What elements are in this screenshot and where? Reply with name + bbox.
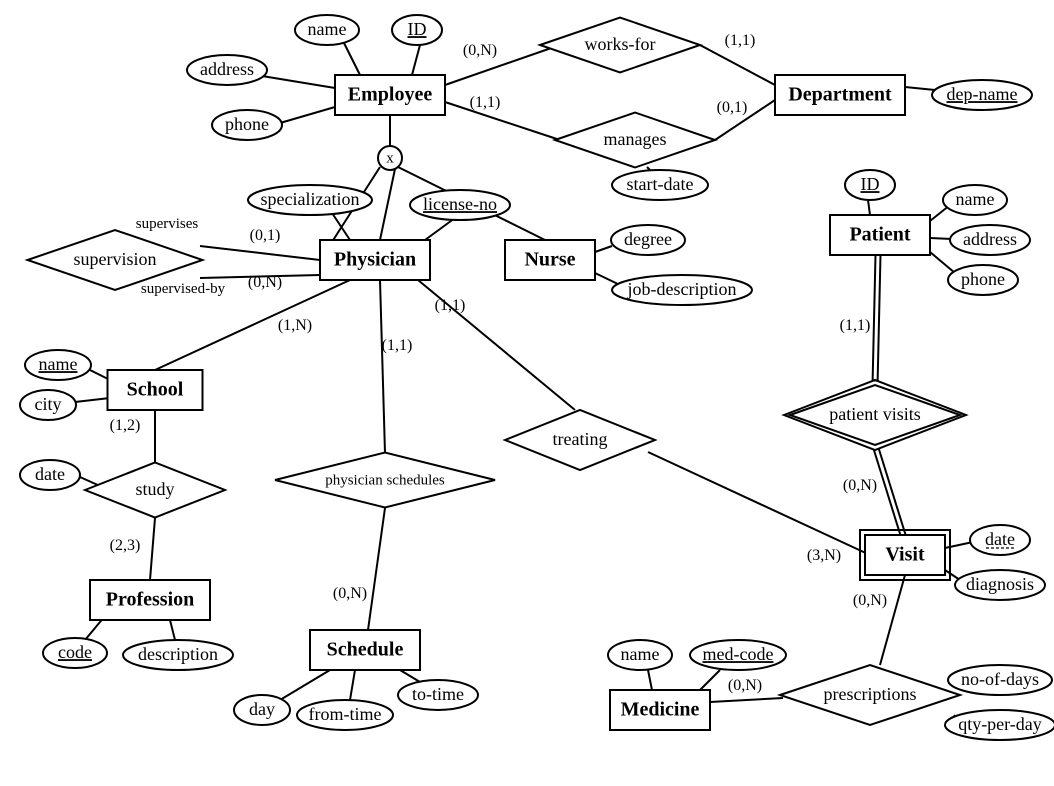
svg-text:(1,1): (1,1) <box>840 317 871 334</box>
svg-text:start-date: start-date <box>627 174 694 194</box>
svg-text:Employee: Employee <box>348 84 433 106</box>
svg-text:(0,1): (0,1) <box>250 227 281 244</box>
svg-text:Physician: Physician <box>334 249 416 271</box>
svg-text:(0,1): (0,1) <box>717 99 748 116</box>
svg-text:date: date <box>985 529 1015 549</box>
svg-text:job-description: job-description <box>627 279 737 299</box>
svg-text:supervises: supervises <box>136 216 199 232</box>
svg-text:ID: ID <box>861 174 880 194</box>
svg-text:Visit: Visit <box>885 544 925 566</box>
svg-text:code: code <box>58 642 92 662</box>
svg-text:manages: manages <box>604 129 667 149</box>
svg-text:(1,1): (1,1) <box>470 94 501 111</box>
svg-text:Patient: Patient <box>849 224 910 246</box>
svg-text:(1,2): (1,2) <box>110 417 141 434</box>
svg-text:to-time: to-time <box>412 684 464 704</box>
svg-text:(1,N): (1,N) <box>278 317 312 334</box>
svg-text:diagnosis: diagnosis <box>966 574 1034 594</box>
svg-text:date: date <box>35 464 65 484</box>
svg-text:day: day <box>249 699 275 719</box>
svg-text:(3,N): (3,N) <box>807 547 841 564</box>
svg-text:patient visits: patient visits <box>829 404 921 424</box>
svg-text:from-time: from-time <box>309 704 382 724</box>
svg-text:name: name <box>39 354 78 374</box>
svg-text:name: name <box>308 19 347 39</box>
svg-text:description: description <box>138 644 218 664</box>
svg-text:med-code: med-code <box>703 644 774 664</box>
svg-text:dep-name: dep-name <box>947 84 1018 104</box>
svg-text:(0,N): (0,N) <box>843 477 877 494</box>
svg-text:Department: Department <box>788 84 892 106</box>
svg-text:degree: degree <box>624 229 672 249</box>
svg-text:no-of-days: no-of-days <box>961 669 1039 689</box>
svg-text:address: address <box>200 59 254 79</box>
svg-text:supervision: supervision <box>74 249 157 269</box>
svg-text:x: x <box>386 150 394 166</box>
svg-text:supervised-by: supervised-by <box>141 281 226 297</box>
svg-text:phone: phone <box>961 269 1005 289</box>
svg-text:license-no: license-no <box>423 194 497 214</box>
svg-text:ID: ID <box>408 19 427 39</box>
svg-text:(0,N): (0,N) <box>463 42 497 59</box>
svg-text:address: address <box>963 229 1017 249</box>
svg-text:phone: phone <box>225 114 269 134</box>
svg-text:Nurse: Nurse <box>524 249 575 271</box>
svg-text:(0,N): (0,N) <box>853 592 887 609</box>
svg-text:(0,N): (0,N) <box>728 677 762 694</box>
svg-text:physician schedules: physician schedules <box>325 472 445 488</box>
svg-text:name: name <box>621 644 660 664</box>
svg-text:prescriptions: prescriptions <box>824 684 917 704</box>
svg-text:qty-per-day: qty-per-day <box>958 714 1042 734</box>
svg-text:works-for: works-for <box>585 34 656 54</box>
svg-text:Medicine: Medicine <box>621 699 700 721</box>
svg-text:treating: treating <box>553 429 608 449</box>
svg-text:Schedule: Schedule <box>327 639 404 661</box>
svg-text:city: city <box>35 394 62 414</box>
svg-text:(1,1): (1,1) <box>725 32 756 49</box>
svg-text:specialization: specialization <box>261 189 360 209</box>
svg-text:study: study <box>135 479 174 499</box>
svg-text:(0,N): (0,N) <box>333 585 367 602</box>
svg-text:(1,1): (1,1) <box>382 337 413 354</box>
svg-text:School: School <box>127 379 184 401</box>
svg-text:Profession: Profession <box>106 589 195 611</box>
svg-text:name: name <box>956 189 995 209</box>
er-diagram: (0,N) (1,1) (1,1) (0,1) (0,1) supervises (0,N)… <box>0 0 1054 786</box>
svg-text:(1,1): (1,1) <box>435 297 466 314</box>
svg-text:(2,3): (2,3) <box>110 537 141 554</box>
svg-text:(0,N): (0,N) <box>248 274 282 291</box>
